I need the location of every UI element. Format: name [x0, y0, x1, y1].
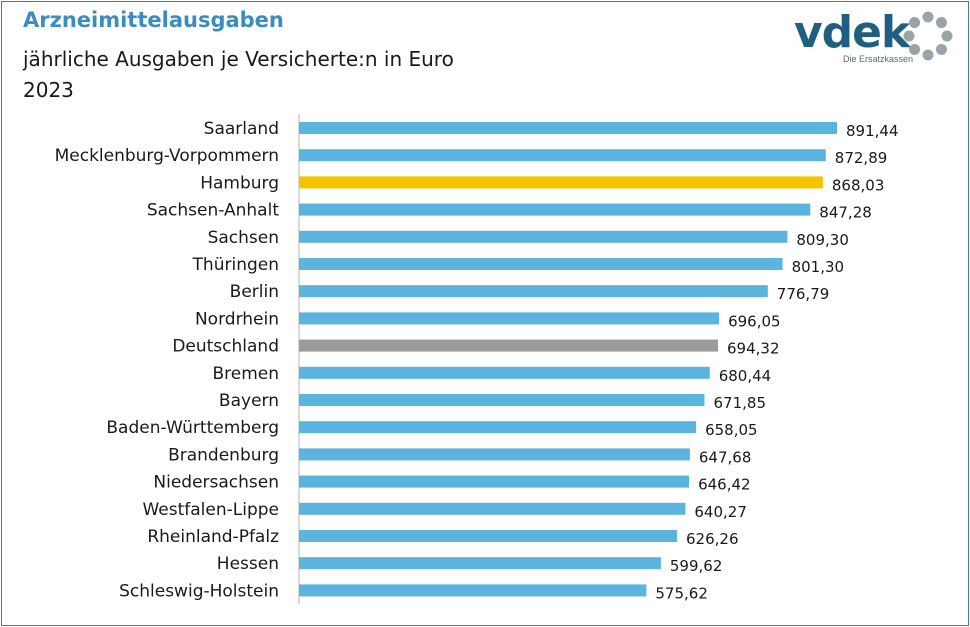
value-label: 809,30: [796, 231, 849, 249]
category-label: Mecklenburg-Vorpommern: [55, 146, 279, 166]
category-label: Hessen: [217, 554, 279, 574]
bar: [299, 366, 710, 379]
logo-ring-dot: [909, 17, 921, 29]
bar: [299, 557, 661, 570]
category-label: Baden-Württemberg: [106, 418, 279, 438]
category-label: Berlin: [230, 282, 279, 302]
bar: [299, 584, 647, 597]
category-label: Hamburg: [200, 173, 279, 193]
bar: [299, 530, 677, 542]
category-label: Saarland: [204, 119, 279, 139]
value-label: 872,89: [835, 149, 888, 167]
category-label: Bremen: [212, 364, 279, 384]
bar: [299, 339, 718, 352]
value-label: 680,44: [719, 367, 772, 385]
value-label: 599,62: [670, 557, 723, 575]
value-label: 891,44: [846, 122, 899, 140]
logo-ring-dot: [941, 30, 953, 42]
logo-ring-dot: [935, 43, 947, 55]
logo-ring-dot: [922, 11, 934, 23]
bar: [299, 502, 686, 515]
bar: [299, 285, 768, 298]
bar: [299, 122, 837, 134]
logo-ring-dot: [909, 43, 921, 55]
bar: [299, 448, 690, 461]
category-label: Sachsen-Anhalt: [147, 201, 279, 221]
value-label: 776,79: [777, 285, 830, 303]
value-label: 694,32: [727, 340, 780, 358]
category-label: Schleswig-Holstein: [119, 581, 279, 601]
bar: [299, 149, 826, 162]
value-label: 868,03: [832, 176, 885, 194]
bar: [299, 421, 697, 434]
chart-title: Arzneimittelausgaben: [23, 8, 284, 32]
value-label: 626,26: [686, 530, 739, 548]
value-label: 847,28: [819, 204, 872, 222]
value-label: 646,42: [698, 476, 751, 494]
category-label: Niedersachsen: [153, 473, 279, 493]
category-label: Brandenburg: [168, 445, 279, 465]
category-label: Thüringen: [192, 255, 279, 275]
bar: [299, 176, 823, 189]
category-label: Sachsen: [208, 228, 279, 248]
chart-year: 2023: [23, 78, 74, 102]
category-label: Westfalen-Lippe: [142, 500, 279, 520]
bar: [299, 230, 788, 243]
bar: [299, 394, 705, 406]
value-label: 696,05: [728, 312, 781, 330]
value-label: 801,30: [792, 258, 845, 276]
value-label: 658,05: [705, 421, 758, 439]
category-label: Nordrhein: [195, 309, 279, 329]
bar: [299, 475, 690, 488]
value-label: 647,68: [699, 448, 752, 466]
logo-ring-dot: [903, 30, 915, 42]
value-label: 640,27: [694, 503, 747, 521]
category-label: Rheinland-Pfalz: [147, 527, 279, 547]
bar: [299, 203, 811, 216]
category-label: Bayern: [219, 391, 279, 411]
bar: [299, 312, 720, 325]
vdek-logo: vdek Die Ersatzkassen: [790, 8, 960, 70]
logo-ring-dot: [922, 49, 934, 61]
logo-ring-dot: [935, 17, 947, 29]
logo-tagline: Die Ersatzkassen: [843, 54, 914, 64]
logo-ring-icon: [903, 11, 953, 61]
category-label: Deutschland: [172, 337, 279, 357]
chart-subtitle: jährliche Ausgaben je Versicherte:n in E…: [23, 47, 454, 71]
value-label: 671,85: [714, 394, 767, 412]
logo-wordmark: vdek: [794, 7, 910, 58]
bar: [299, 258, 783, 270]
value-label: 575,62: [655, 584, 708, 602]
